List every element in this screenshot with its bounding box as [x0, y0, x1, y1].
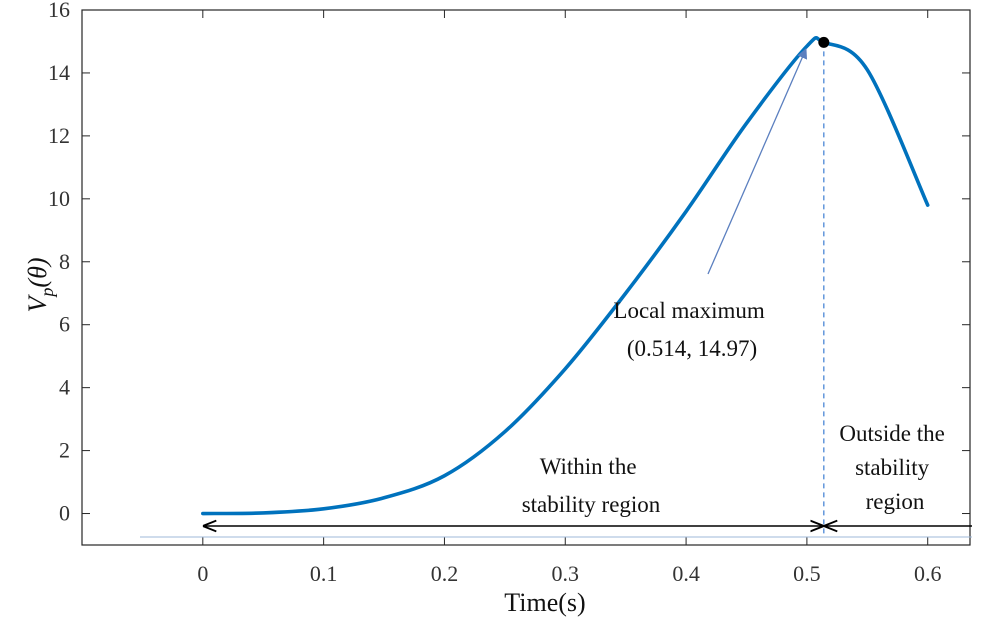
x-tick-label: 0.2	[431, 561, 459, 586]
annotation-within-line-1: Within the	[540, 454, 637, 479]
annotation-outside-region: Outside the stability region	[839, 421, 950, 514]
y-axis-label: Vp(θ)	[23, 258, 57, 313]
x-tick-label: 0.4	[672, 561, 700, 586]
x-axis-label: Time(s)	[504, 588, 585, 617]
x-tick-label: 0	[197, 561, 208, 586]
x-tick-label: 0.1	[310, 561, 338, 586]
y-tick-label: 0	[59, 501, 70, 526]
annotation-outside-line-3: region	[866, 489, 925, 514]
plot-area-frame	[81, 9, 971, 546]
y-tick-label: 2	[59, 438, 70, 463]
y-axis-ticks: 0 2 4 6 8 10 12 14 16	[48, 0, 970, 526]
y-axis-label-main: V	[23, 293, 52, 312]
annotation-local-maximum-line-2: (0.514, 14.97)	[627, 336, 757, 361]
local-maximum-marker	[818, 36, 830, 48]
y-tick-label: 14	[48, 60, 70, 85]
y-tick-label: 6	[59, 312, 70, 337]
annotation-outside-line-1: Outside the	[839, 421, 944, 446]
annotation-local-maximum: Local maximum (0.514, 14.97)	[613, 298, 770, 361]
x-tick-label: 0.3	[552, 561, 580, 586]
y-axis-label-sub: p	[37, 288, 57, 299]
y-tick-label: 8	[59, 249, 70, 274]
y-tick-label: 4	[59, 375, 70, 400]
annotation-pointer-arrow	[707, 48, 808, 275]
annotation-local-maximum-line-1: Local maximum	[613, 298, 764, 323]
y-axis-label-arg: (θ)	[23, 258, 52, 288]
x-axis-ticks: 0 0.1 0.2 0.3 0.4 0.5 0.6	[197, 10, 941, 586]
annotation-outside-line-2: stability	[855, 455, 930, 480]
y-tick-label: 10	[48, 186, 70, 211]
annotation-within-line-2: stability region	[522, 492, 661, 517]
x-tick-label: 0.6	[914, 561, 942, 586]
y-tick-label: 12	[48, 123, 70, 148]
annotation-within-region: Within the stability region	[522, 454, 661, 517]
x-tick-label: 0.5	[793, 561, 821, 586]
y-tick-label: 16	[48, 0, 70, 22]
series-line	[201, 35, 930, 516]
